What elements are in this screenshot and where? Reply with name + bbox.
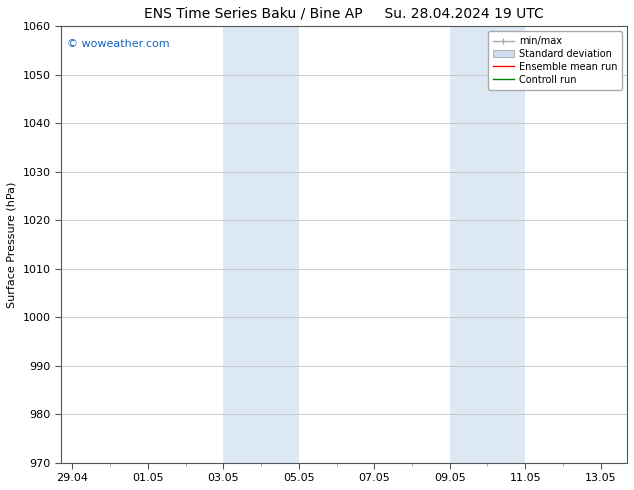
Text: © woweather.com: © woweather.com <box>67 39 169 49</box>
Title: ENS Time Series Baku / Bine AP     Su. 28.04.2024 19 UTC: ENS Time Series Baku / Bine AP Su. 28.04… <box>144 7 544 21</box>
Y-axis label: Surface Pressure (hPa): Surface Pressure (hPa) <box>7 181 17 308</box>
Bar <box>450 26 525 463</box>
Bar <box>223 26 299 463</box>
Legend: min/max, Standard deviation, Ensemble mean run, Controll run: min/max, Standard deviation, Ensemble me… <box>488 31 622 90</box>
